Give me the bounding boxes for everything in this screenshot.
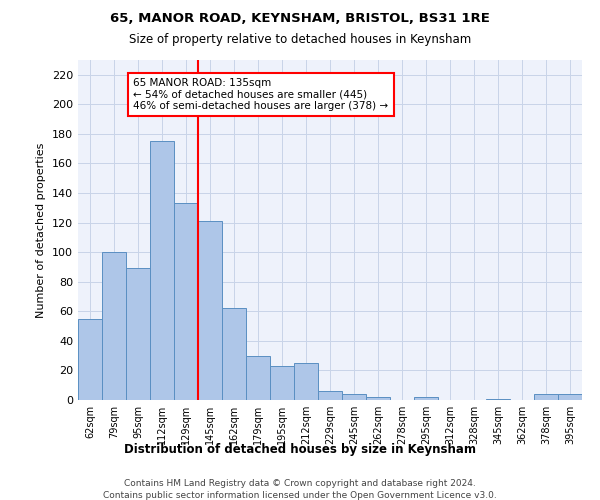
- Bar: [126, 268, 150, 400]
- Y-axis label: Number of detached properties: Number of detached properties: [37, 142, 46, 318]
- Bar: [486, 398, 510, 400]
- Bar: [150, 142, 174, 400]
- Bar: [198, 221, 222, 400]
- Bar: [366, 397, 390, 400]
- Bar: [246, 356, 270, 400]
- Bar: [222, 308, 246, 400]
- Bar: [534, 394, 558, 400]
- Text: Contains public sector information licensed under the Open Government Licence v3: Contains public sector information licen…: [103, 491, 497, 500]
- Bar: [174, 204, 198, 400]
- Bar: [342, 394, 366, 400]
- Text: Contains HM Land Registry data © Crown copyright and database right 2024.: Contains HM Land Registry data © Crown c…: [124, 479, 476, 488]
- Bar: [558, 394, 582, 400]
- Text: Size of property relative to detached houses in Keynsham: Size of property relative to detached ho…: [129, 32, 471, 46]
- Bar: [294, 363, 318, 400]
- Text: 65, MANOR ROAD, KEYNSHAM, BRISTOL, BS31 1RE: 65, MANOR ROAD, KEYNSHAM, BRISTOL, BS31 …: [110, 12, 490, 26]
- Bar: [78, 318, 102, 400]
- Bar: [414, 397, 438, 400]
- Text: 65 MANOR ROAD: 135sqm
← 54% of detached houses are smaller (445)
46% of semi-det: 65 MANOR ROAD: 135sqm ← 54% of detached …: [133, 78, 388, 111]
- Bar: [318, 391, 342, 400]
- Bar: [102, 252, 126, 400]
- Bar: [270, 366, 294, 400]
- Text: Distribution of detached houses by size in Keynsham: Distribution of detached houses by size …: [124, 442, 476, 456]
